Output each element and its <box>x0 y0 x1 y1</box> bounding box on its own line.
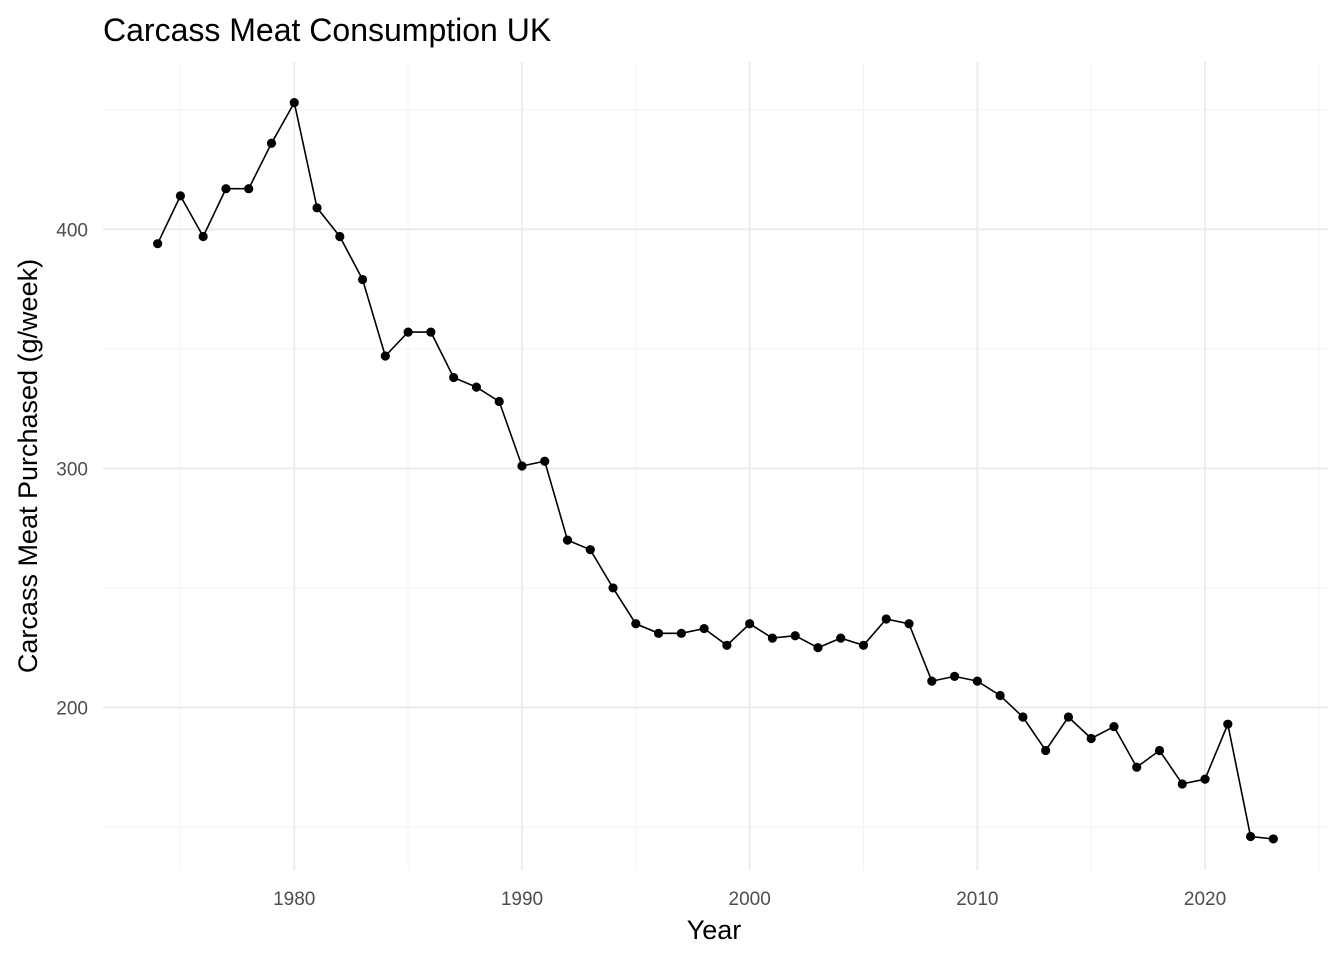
data-point <box>221 184 231 194</box>
x-tick-label: 2020 <box>1184 889 1226 910</box>
data-point <box>949 671 960 681</box>
data-point <box>1245 831 1256 842</box>
data-point <box>426 327 436 337</box>
minor-gridlines <box>103 62 1328 870</box>
data-point <box>1200 774 1210 784</box>
y-axis-title: Carcass Meat Purchased (g/week) <box>13 259 43 673</box>
data-point <box>289 98 299 108</box>
data-point <box>312 203 322 213</box>
data-point <box>380 351 390 361</box>
data-point <box>562 535 573 545</box>
data-point <box>1132 762 1142 772</box>
series-meat-consumption <box>156 100 1274 840</box>
series-line <box>156 100 1274 840</box>
data-point <box>995 690 1005 701</box>
data-point <box>540 456 550 466</box>
data-point <box>881 614 891 624</box>
data-point <box>1109 721 1119 732</box>
data-point <box>722 640 732 650</box>
y-tick-label: 400 <box>56 220 88 241</box>
data-point <box>1223 719 1233 729</box>
x-tick-label: 2010 <box>956 889 998 910</box>
data-point <box>858 640 869 650</box>
data-point <box>1086 733 1096 744</box>
data-point <box>198 231 208 242</box>
data-point <box>972 676 982 686</box>
data-point <box>244 184 254 194</box>
data-point <box>449 372 459 383</box>
x-axis-title: Year <box>687 915 742 945</box>
data-point <box>517 461 527 471</box>
data-point <box>1268 834 1278 844</box>
data-point <box>631 619 641 629</box>
data-point <box>1018 712 1028 722</box>
data-point <box>1041 745 1051 756</box>
chart-title: Carcass Meat Consumption UK <box>103 12 551 48</box>
data-point <box>813 643 823 653</box>
data-point <box>767 633 778 643</box>
x-tick-label: 1980 <box>273 889 315 910</box>
data-point <box>790 631 800 641</box>
x-tick-label: 2000 <box>729 889 771 910</box>
data-point <box>471 382 482 392</box>
data-point <box>927 676 937 686</box>
y-tick-label: 200 <box>56 698 88 719</box>
data-point <box>608 583 618 593</box>
data-point <box>175 191 186 201</box>
y-axis-tick-labels: 200 300 400 <box>56 220 88 719</box>
data-point <box>403 327 413 337</box>
data-point <box>1154 745 1165 756</box>
data-point <box>585 545 595 555</box>
x-axis-tick-labels: 1980 1990 2000 2010 2020 <box>273 889 1226 910</box>
data-point <box>1063 712 1074 722</box>
data-point <box>699 623 709 634</box>
data-point <box>653 628 664 638</box>
data-point <box>266 138 277 148</box>
y-tick-label: 300 <box>56 459 88 480</box>
data-points <box>153 98 1278 844</box>
data-point <box>745 619 755 629</box>
x-tick-label: 1990 <box>501 889 543 910</box>
data-point <box>357 274 368 285</box>
data-point <box>676 628 686 638</box>
data-point <box>335 231 345 242</box>
data-point <box>1177 779 1187 789</box>
data-point <box>904 619 914 629</box>
data-point <box>153 239 163 249</box>
major-gridlines <box>103 62 1328 870</box>
data-point <box>494 396 504 407</box>
data-point <box>836 633 846 643</box>
